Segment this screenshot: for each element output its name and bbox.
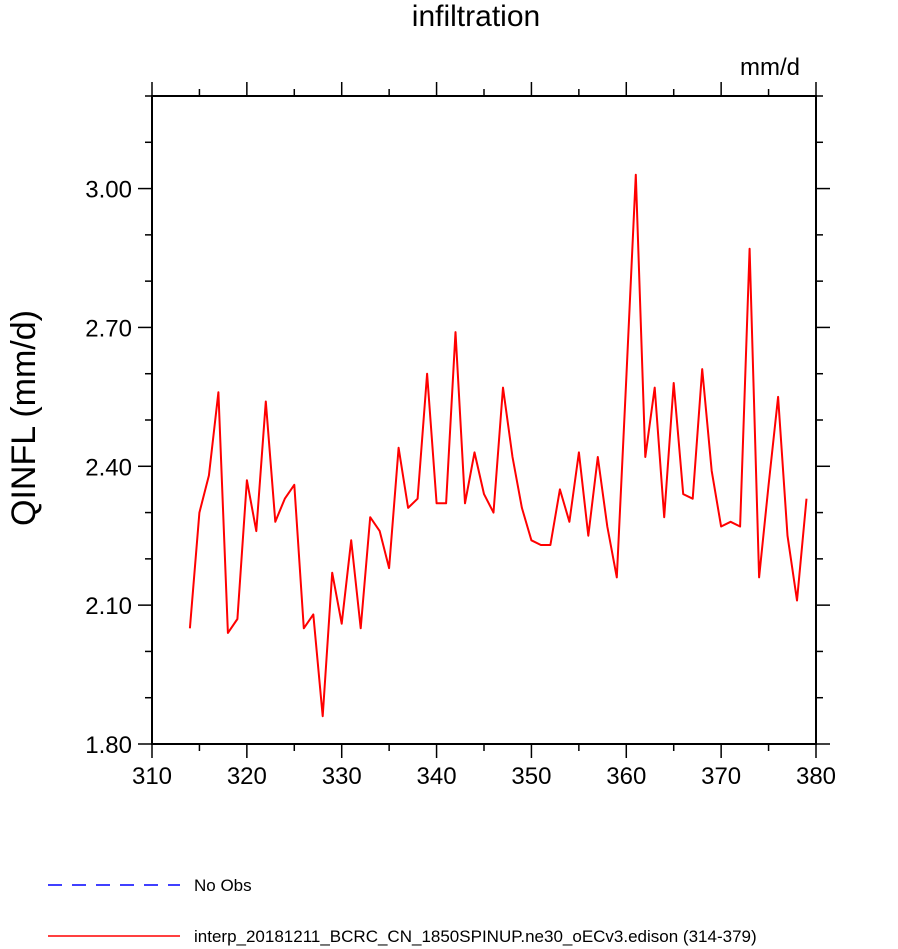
plot-frame: [151, 95, 817, 745]
y-axis-label: QINFL (mm/d): [5, 310, 43, 526]
units-label: mm/d: [740, 54, 800, 81]
x-tick-label: 310: [132, 763, 172, 790]
x-tick-label: 330: [322, 763, 362, 790]
x-tick-label: 350: [511, 763, 551, 790]
y-tick-label: 2.40: [85, 454, 132, 481]
y-tick-label: 3.00: [85, 177, 132, 204]
series-layer: [188, 173, 808, 718]
y-tick-label: 1.80: [85, 732, 132, 759]
x-tick-label: 360: [606, 763, 646, 790]
series-line-0: [188, 173, 808, 718]
legend-label-model: interp_20181211_BCRC_CN_1850SPINUP.ne30_…: [194, 927, 757, 946]
y-tick-label: 2.70: [85, 315, 132, 342]
x-tick-label: 340: [417, 763, 457, 790]
x-tick-label: 370: [701, 763, 741, 790]
legend-label-no-obs: No Obs: [194, 876, 252, 895]
chart-title: infiltration: [412, 0, 540, 33]
tick-labels: 310 320 330 340 350 360 370 380 1.80 2.10 2.40 2.70…: [85, 177, 836, 790]
legend: No Obs interp_20181211_BCRC_CN_1850SPINU…: [48, 876, 757, 946]
y-tick-label: 2.10: [85, 593, 132, 620]
axis-ticks: [138, 82, 830, 758]
x-tick-label: 320: [227, 763, 267, 790]
x-tick-label: 380: [796, 763, 836, 790]
